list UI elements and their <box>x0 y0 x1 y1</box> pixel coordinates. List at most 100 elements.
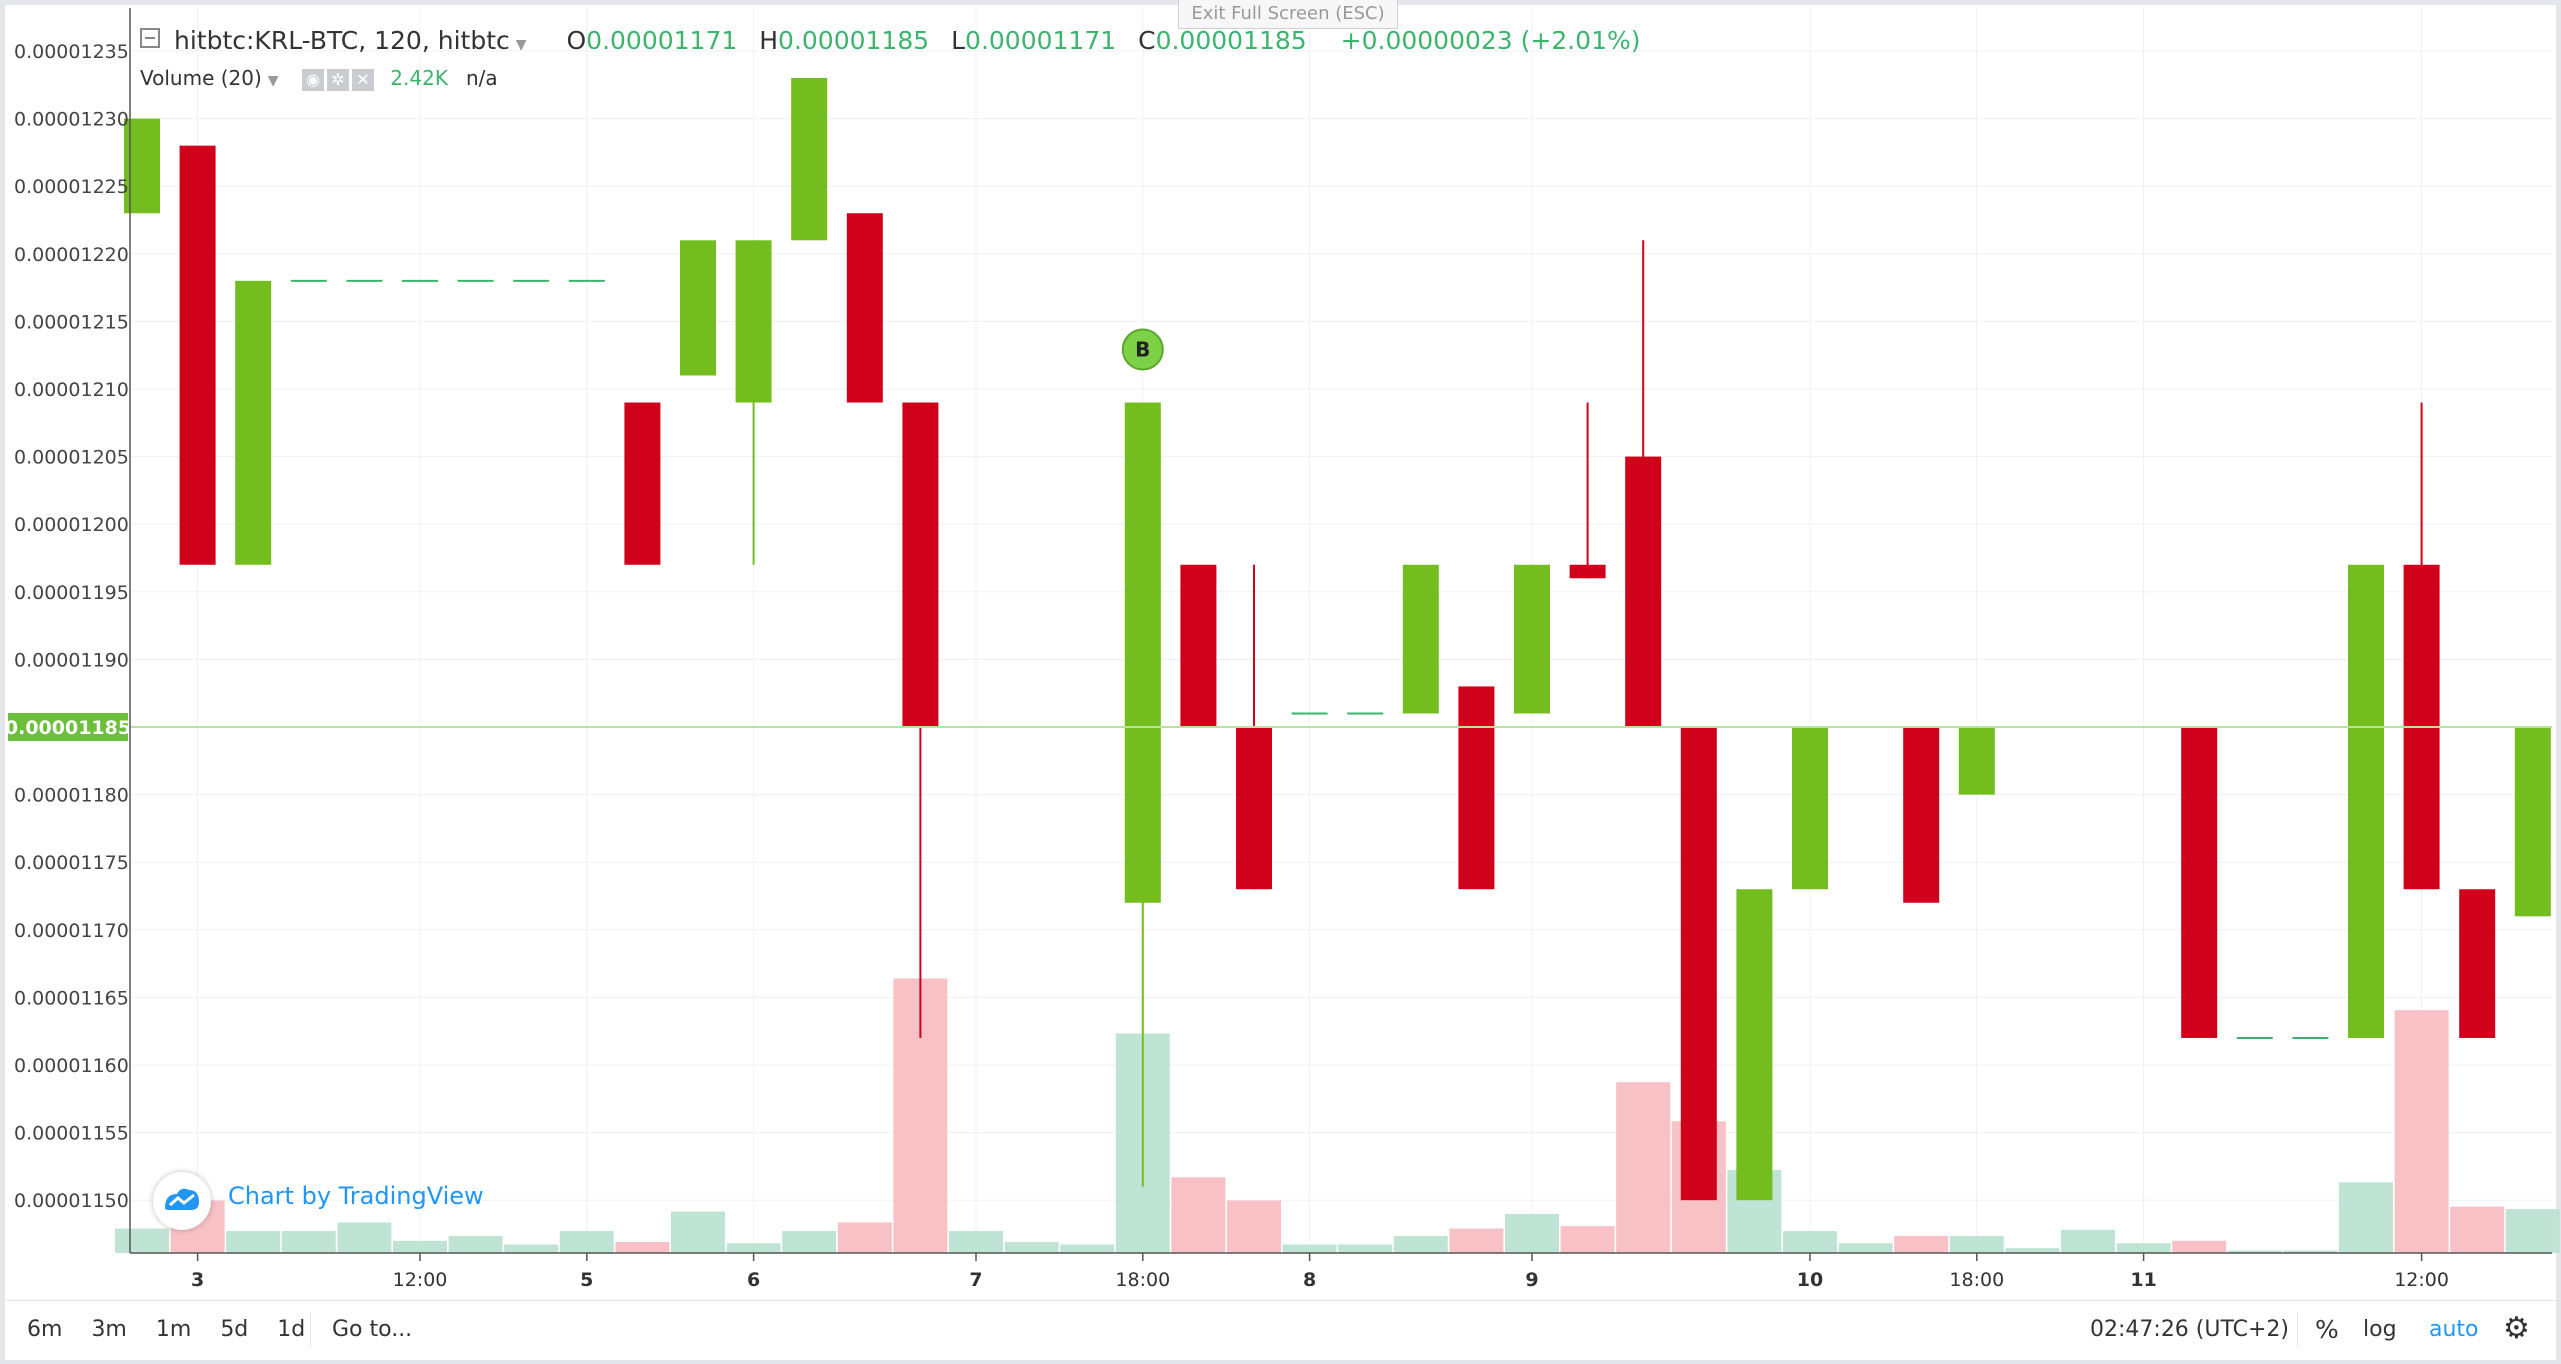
candle-body <box>2514 727 2551 917</box>
candle[interactable] <box>735 240 772 565</box>
volume-bar[interactable] <box>281 1231 336 1253</box>
close-icon[interactable]: ✕ <box>351 68 374 91</box>
goto-button[interactable]: Go to... <box>332 1317 413 1342</box>
volume-bar[interactable] <box>504 1244 559 1253</box>
volume-bar[interactable] <box>1060 1244 1115 1253</box>
candle[interactable] <box>2459 889 2496 1038</box>
candle[interactable] <box>1236 564 1272 890</box>
collapse-legend-icon[interactable] <box>140 28 160 48</box>
volume-bar[interactable] <box>1560 1226 1615 1253</box>
candle[interactable] <box>2514 727 2551 917</box>
volume-bar[interactable] <box>226 1231 281 1253</box>
candle[interactable] <box>1514 564 1550 714</box>
candle[interactable] <box>2181 727 2218 1038</box>
candle[interactable] <box>1680 727 1717 1201</box>
candle[interactable] <box>179 145 216 565</box>
log-scale-button[interactable]: log <box>2363 1317 2397 1342</box>
volume-bar[interactable] <box>1949 1235 2004 1253</box>
candle[interactable] <box>680 240 716 376</box>
volume-bar[interactable] <box>2005 1248 2060 1253</box>
candle[interactable] <box>1625 240 1662 727</box>
candle[interactable] <box>1458 686 1495 890</box>
candle[interactable] <box>1402 564 1439 714</box>
volume-bar[interactable] <box>2394 1010 2449 1253</box>
chevron-down-icon[interactable]: ▼ <box>515 37 527 53</box>
symbol-title[interactable]: hitbtc:KRL-BTC, 120, hitbtc <box>174 26 510 55</box>
volume-bar[interactable] <box>1227 1200 1281 1253</box>
candle-body <box>624 402 661 565</box>
volume-bar[interactable] <box>1282 1244 1337 1253</box>
range-1d-button[interactable]: 1d <box>277 1317 306 1342</box>
clock-timezone[interactable]: 02:47:26 (UTC+2) <box>2090 1317 2290 1342</box>
price-tick-label: 0.00001230 <box>14 109 129 131</box>
volume-bar[interactable] <box>1449 1228 1504 1253</box>
eye-icon[interactable]: ◉ <box>301 68 324 91</box>
volume-bar[interactable] <box>2283 1250 2338 1253</box>
gear-icon[interactable]: ⚙ <box>2503 1311 2530 1346</box>
volume-bar[interactable] <box>1171 1177 1226 1253</box>
candle[interactable] <box>791 78 828 241</box>
volume-bar[interactable] <box>2450 1206 2505 1253</box>
volume-bar[interactable] <box>837 1222 892 1254</box>
candle[interactable] <box>1180 564 1217 727</box>
candle-body <box>735 240 772 403</box>
volume-bar[interactable] <box>1505 1213 1559 1253</box>
volume-bar[interactable] <box>448 1235 503 1253</box>
volume-bar[interactable] <box>1338 1244 1393 1253</box>
volume-bar[interactable] <box>393 1240 447 1253</box>
date-range-buttons: 6m 3m 1m 5d 1d <box>27 1317 327 1342</box>
volume-bar[interactable] <box>2227 1250 2282 1253</box>
candle-body <box>2459 889 2496 1038</box>
volume-bar[interactable] <box>1838 1243 1893 1253</box>
range-5d-button[interactable]: 5d <box>220 1317 249 1342</box>
buy-marker[interactable] <box>1121 328 1164 371</box>
volume-bar[interactable] <box>726 1243 781 1253</box>
range-3m-button[interactable]: 3m <box>91 1317 127 1342</box>
candle[interactable] <box>235 280 272 565</box>
volume-bar[interactable] <box>1004 1242 1059 1253</box>
volume-bar[interactable] <box>1616 1082 1671 1253</box>
volume-bar[interactable] <box>615 1242 670 1253</box>
volume-bar[interactable] <box>1894 1235 1949 1253</box>
candle[interactable] <box>1958 727 1995 795</box>
volume-bar[interactable] <box>115 1228 169 1253</box>
candle[interactable] <box>1792 727 1828 890</box>
percent-scale-button[interactable]: % <box>2315 1315 2339 1344</box>
candle[interactable] <box>1903 727 1940 903</box>
candle[interactable] <box>1569 402 1606 579</box>
price-tick-label: 0.00001205 <box>14 447 129 469</box>
last-price-badge <box>8 713 128 741</box>
candle[interactable] <box>902 402 939 1038</box>
watermark-text[interactable]: Chart by TradingView <box>228 1182 484 1210</box>
tradingview-logo[interactable] <box>153 1172 211 1230</box>
candle[interactable] <box>1736 889 1773 1201</box>
volume-bar[interactable] <box>2172 1240 2227 1253</box>
volume-bar[interactable] <box>2116 1243 2171 1253</box>
volume-bar[interactable] <box>1783 1231 1837 1253</box>
candle[interactable] <box>1124 402 1161 1187</box>
volume-bar[interactable] <box>337 1222 392 1254</box>
volume-bar[interactable] <box>671 1211 725 1253</box>
auto-scale-button[interactable]: auto <box>2429 1317 2479 1342</box>
candle[interactable] <box>2348 564 2384 1038</box>
candle[interactable] <box>624 402 661 565</box>
volume-bar[interactable] <box>782 1231 837 1253</box>
time-tick-label: 5 <box>580 1269 593 1291</box>
volume-bar[interactable] <box>2505 1209 2560 1253</box>
candle-body <box>902 402 939 727</box>
candle[interactable] <box>846 213 883 403</box>
exit-fullscreen-hint[interactable]: Exit Full Screen (ESC) <box>1178 0 1398 29</box>
range-1m-button[interactable]: 1m <box>155 1317 192 1342</box>
gear-icon[interactable]: ✲ <box>326 68 349 91</box>
chevron-down-icon[interactable]: ▼ <box>267 73 279 89</box>
volume-bar[interactable] <box>2061 1229 2115 1253</box>
volume-bar[interactable] <box>949 1231 1003 1253</box>
volume-label[interactable]: Volume (20) <box>140 66 262 90</box>
range-6m-button[interactable]: 6m <box>27 1317 63 1342</box>
volume-bar[interactable] <box>1393 1235 1448 1253</box>
volume-bar[interactable] <box>559 1231 614 1253</box>
candle[interactable] <box>2403 402 2440 890</box>
candle-body <box>179 145 216 565</box>
volume-bar[interactable] <box>2339 1182 2393 1253</box>
